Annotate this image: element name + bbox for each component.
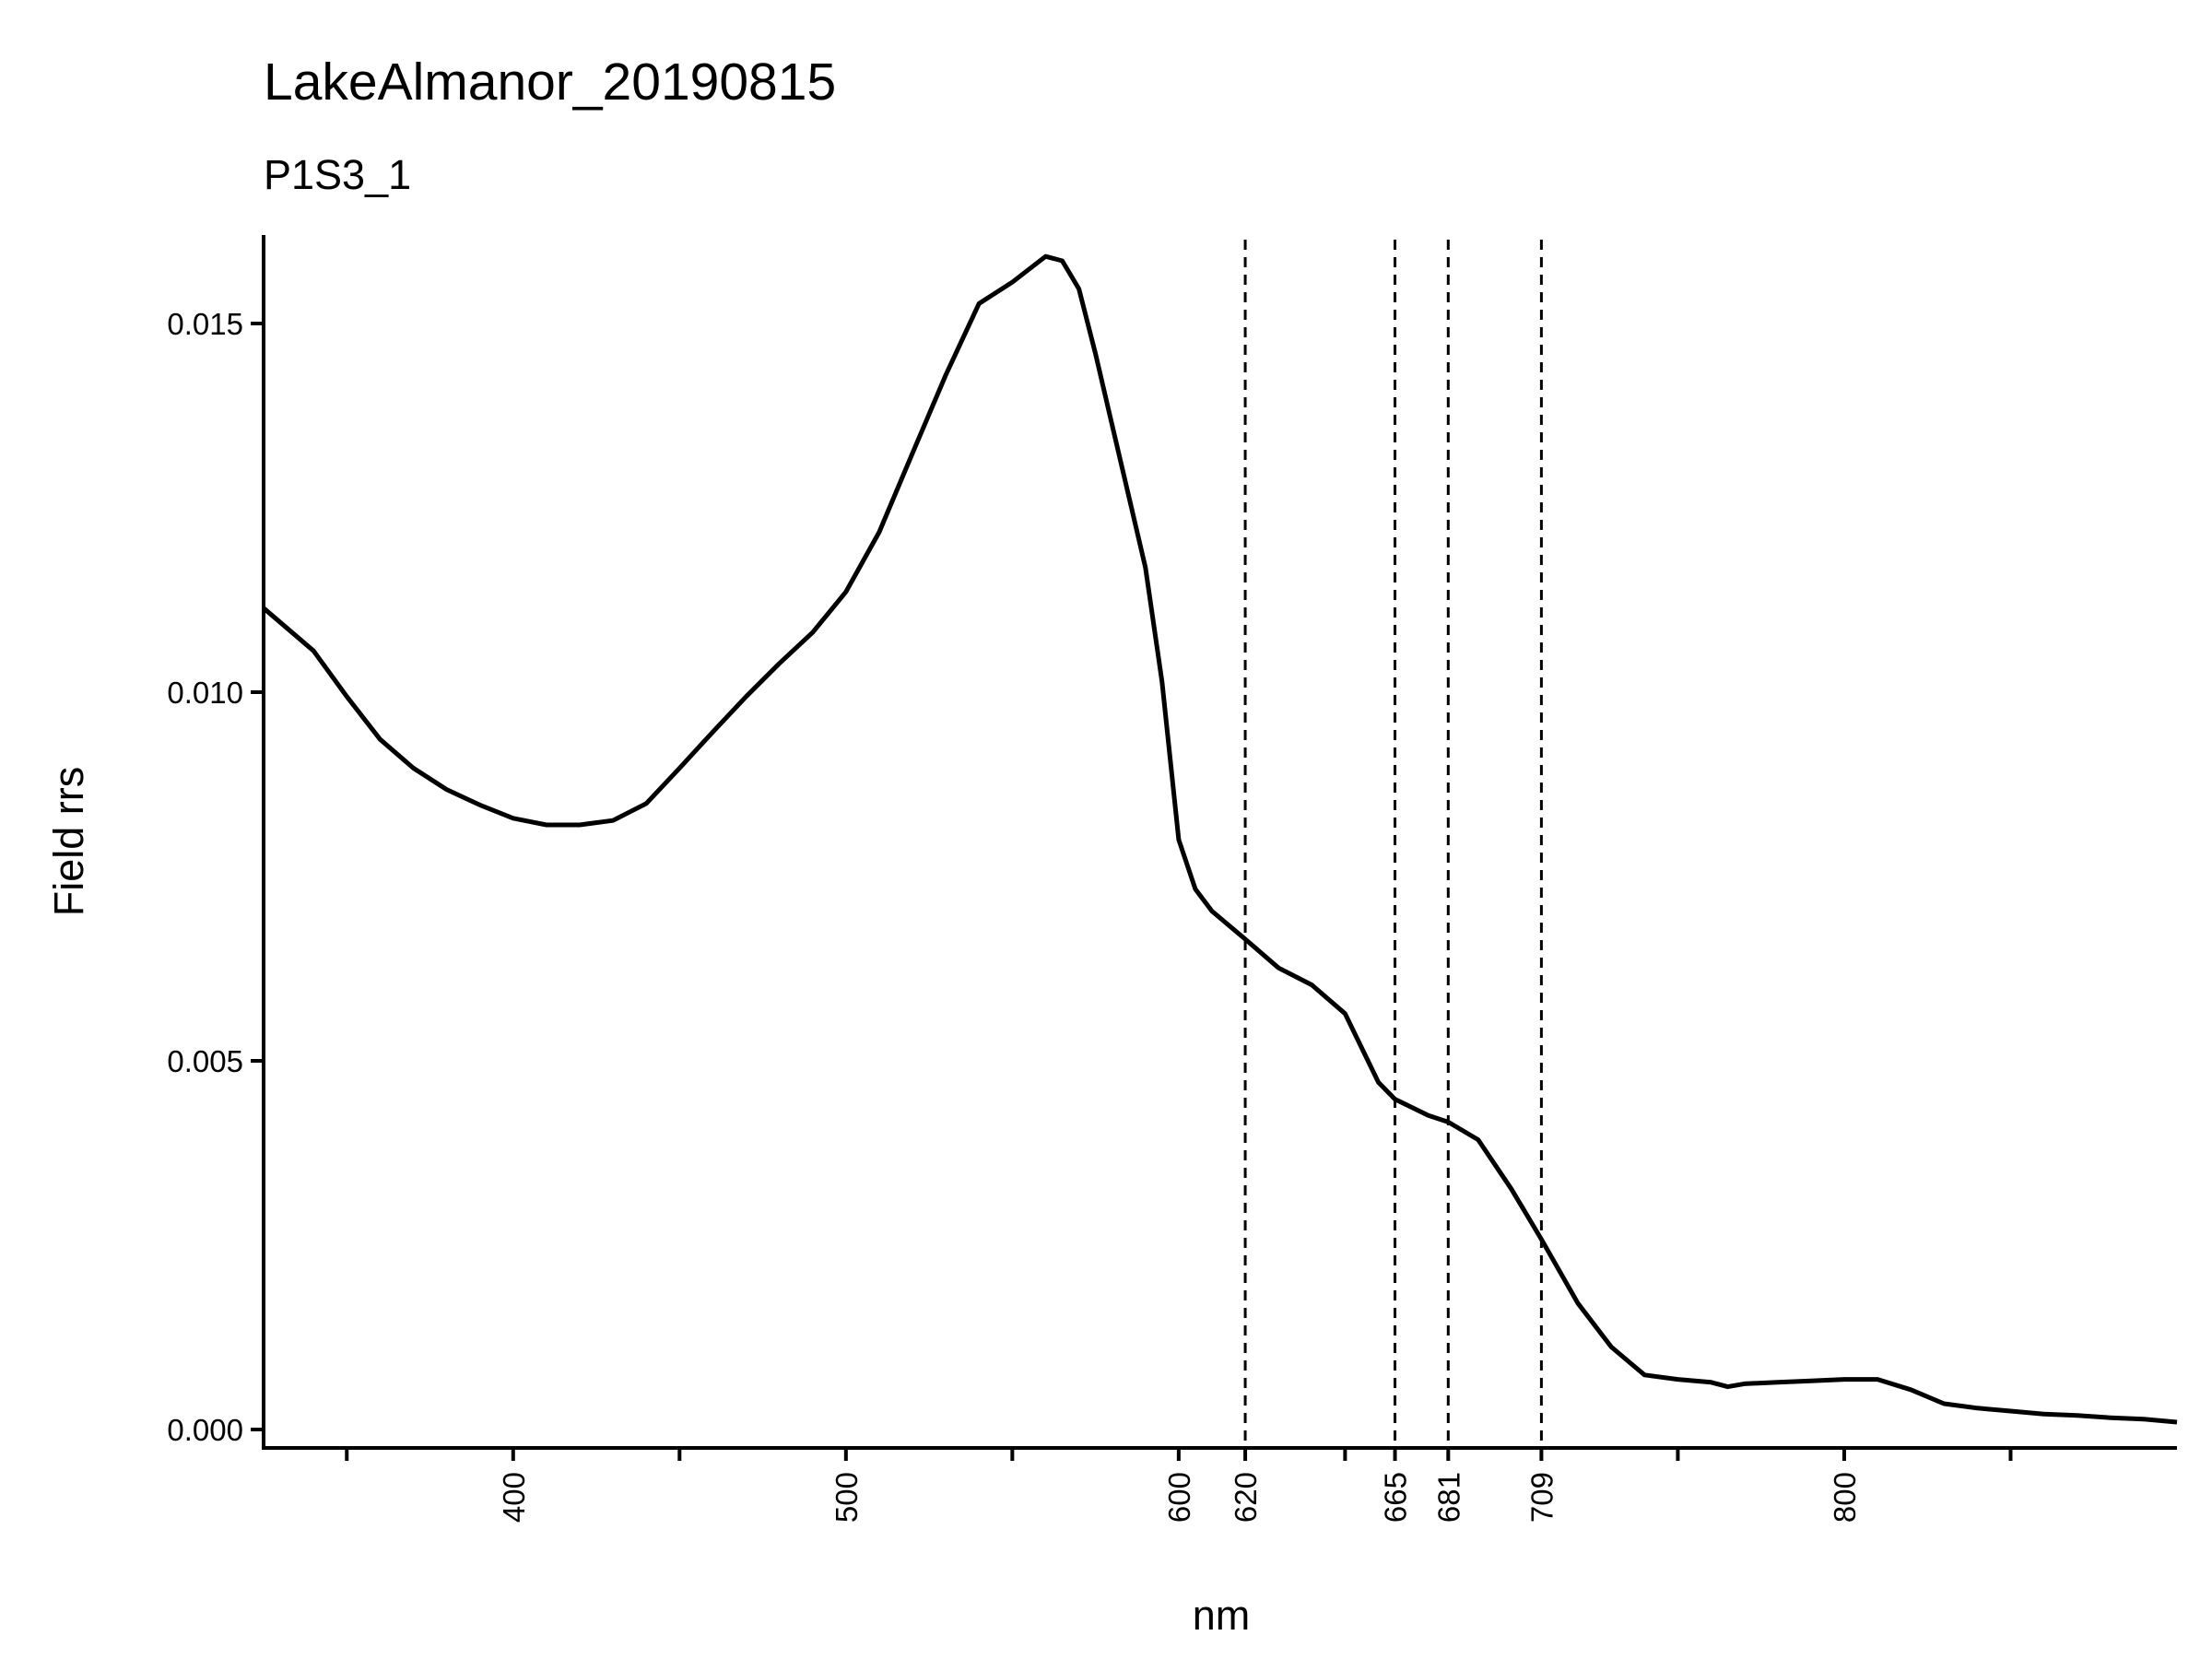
y-tick-label: 0.005 xyxy=(167,1044,243,1078)
chart-subtitle: P1S3_1 xyxy=(264,151,411,198)
x-tick-label: 620 xyxy=(1229,1472,1263,1523)
x-tick-label: 500 xyxy=(830,1472,864,1523)
x-tick-label: 400 xyxy=(497,1472,531,1523)
y-tick-label: 0.015 xyxy=(167,307,243,341)
y-axis-title: Field rrs xyxy=(45,767,92,917)
chart-title: LakeAlmanor_20190815 xyxy=(264,53,836,112)
y-tick-label: 0.000 xyxy=(167,1413,243,1447)
x-tick-label: 681 xyxy=(1431,1472,1465,1523)
x-tick-label: 709 xyxy=(1524,1472,1559,1523)
y-tick-label: 0.010 xyxy=(167,676,243,710)
data-line xyxy=(262,253,2178,1425)
x-tick-label: 800 xyxy=(1828,1472,1862,1523)
x-tick-label: 665 xyxy=(1379,1472,1413,1523)
x-axis-title: nm xyxy=(1193,1592,1251,1639)
x-tick-label: 600 xyxy=(1162,1472,1196,1523)
